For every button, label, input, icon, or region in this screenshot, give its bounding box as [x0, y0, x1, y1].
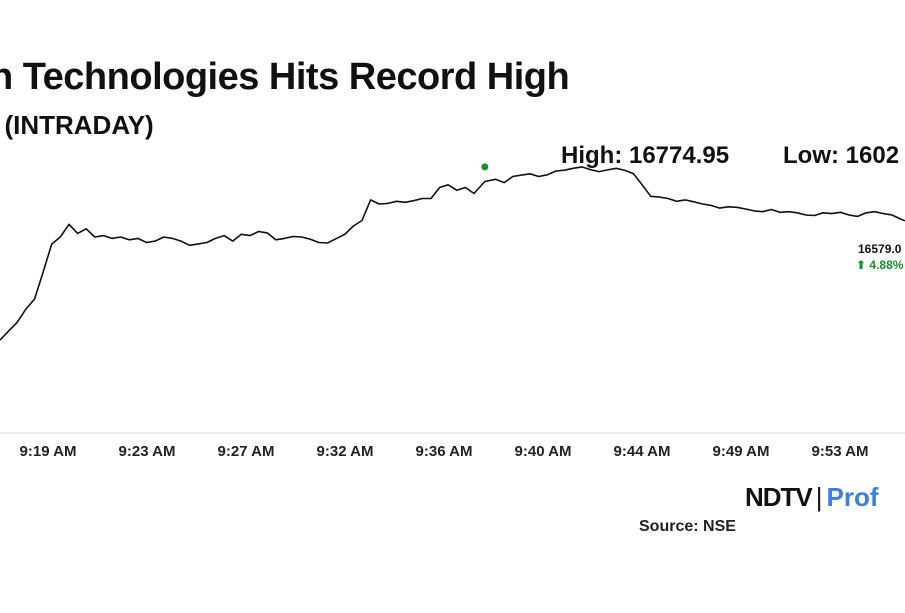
last-price-label: 16579.0: [858, 242, 902, 256]
brand-logo: NDTV | Prof: [745, 482, 879, 513]
brand-ndtv-text: NDTV: [745, 482, 813, 512]
low-annotation: Low: 1602: [783, 142, 900, 169]
x-tick-label: 9:19 AM: [20, 443, 77, 460]
brand-separator: |: [815, 482, 823, 512]
high-annotation: High: 16774.95: [561, 142, 730, 169]
x-tick-label: 9:44 AM: [614, 443, 671, 460]
chart-title: n Technologies Hits Record High: [0, 56, 570, 98]
x-tick-label: 9:36 AM: [416, 443, 473, 460]
high-marker: [481, 163, 489, 171]
x-tick-label: 9:27 AM: [218, 443, 275, 460]
x-tick-label: 9:23 AM: [119, 443, 176, 460]
x-tick-label: 9:49 AM: [713, 443, 770, 460]
x-axis-ticks: 9:19 AM 9:23 AM 9:27 AM 9:32 AM 9:36 AM 9:40 …: [20, 443, 869, 460]
chart-subtitle: I (INTRADAY): [0, 110, 154, 140]
x-tick-label: 9:32 AM: [317, 443, 374, 460]
source-note: Source: NSE: [639, 518, 736, 535]
price-series-line: [0, 166, 905, 341]
brand-profit-text: Prof: [826, 482, 879, 512]
change-percent-label: ⬆ 4.88%: [856, 258, 904, 272]
x-tick-label: 9:40 AM: [515, 443, 572, 460]
x-tick-label: 9:53 AM: [812, 443, 869, 460]
